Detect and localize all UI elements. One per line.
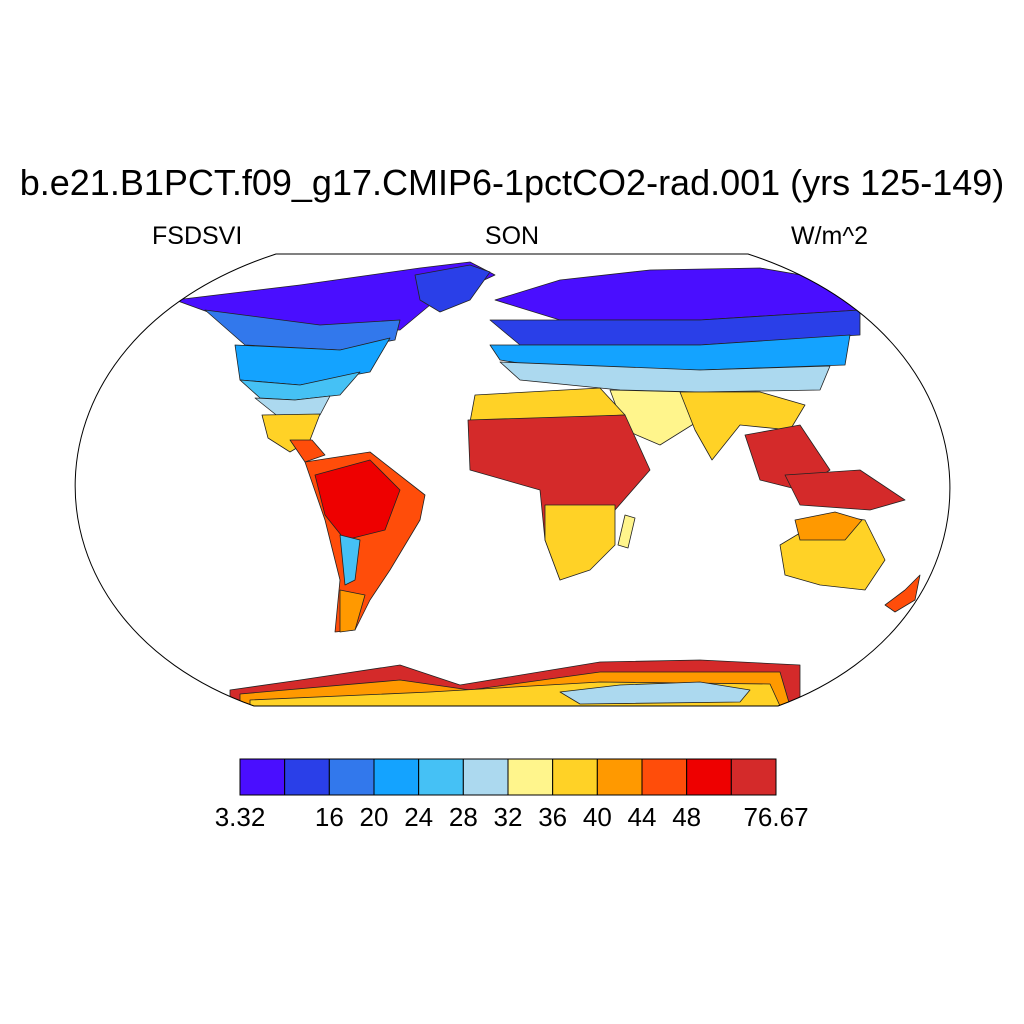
colorbar-label: 40 [582,802,612,832]
antarctica-plateau [559,681,751,705]
season-label: SON [484,222,540,250]
colorbar-label: 28 [448,802,478,832]
colorbar-swatch [328,758,375,796]
eurasia-south [499,361,831,393]
map-boundary [74,253,951,707]
patagonia [339,589,366,633]
indonesia [784,469,906,511]
colorbar-label: 16 [314,802,344,832]
colorbar-swatch [373,758,420,796]
eurasia-arctic [494,267,861,321]
colorbar-swatch [686,758,732,796]
colorbar-label: 48 [672,802,702,832]
colorbar-swatch [641,758,688,796]
colorbar-swatch [552,758,598,796]
greenland [414,264,491,313]
madagascar [617,514,636,549]
andes [339,534,361,586]
new-zealand [884,574,921,613]
variable-name: FSDSVI [152,222,243,250]
australia-north [794,511,863,541]
central-america [289,439,326,463]
south-asia [679,391,806,461]
amazon [314,459,401,541]
colorbar [239,758,777,796]
colorbar-swatch [239,758,286,796]
units-label: W/m^2 [790,222,868,250]
colorbar-label: 36 [538,802,568,832]
colorbar-label: 44 [627,802,657,832]
colorbar-swatch [284,758,330,796]
colorbar-swatch [730,758,777,796]
colorbar-label: 32 [493,802,523,832]
north-america-north [204,309,401,351]
africa-south [544,504,616,581]
colorbar-swatch [596,758,643,796]
colorbar-label: 24 [404,802,434,832]
colorbar-swatch [507,758,554,796]
colorbar-swatch [462,758,509,796]
colorbar-label: 3.32 [214,802,266,832]
plot-title: b.e21.B1PCT.f09_g17.CMIP6-1pctCO2-rad.00… [19,162,1005,203]
colorbar-label: 20 [359,802,389,832]
colorbar-label: 76.67 [743,802,809,832]
colorbar-swatch [418,758,464,796]
